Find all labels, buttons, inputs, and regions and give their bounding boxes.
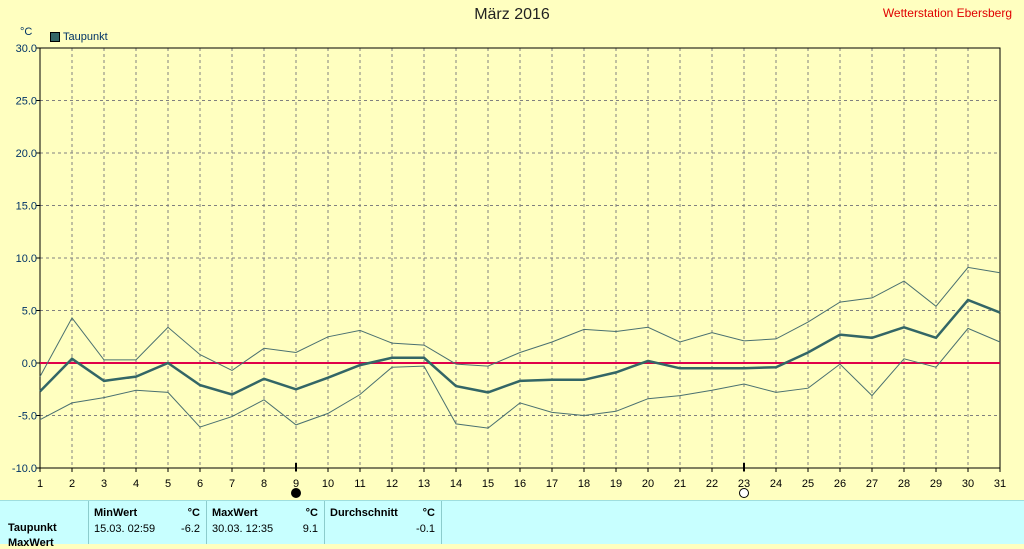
avg-header: Durchschnitt xyxy=(330,507,398,519)
x-tick-label: 4 xyxy=(133,478,139,490)
x-tick-label: 5 xyxy=(165,478,171,490)
x-tick-label: 17 xyxy=(546,478,558,490)
min-header: MinWert xyxy=(94,507,138,519)
y-tick-label: 10.0 xyxy=(16,253,37,265)
x-tick-label: 11 xyxy=(354,478,365,490)
y-tick-label: 25.0 xyxy=(16,96,37,108)
x-tick-label: 10 xyxy=(322,478,334,490)
y-tick-label: -5.0 xyxy=(18,411,37,423)
row-label-next: MaxWert xyxy=(8,537,54,549)
x-tick-label: 20 xyxy=(642,478,654,490)
new-moon-icon xyxy=(739,488,749,498)
y-tick-label: 15.0 xyxy=(16,201,37,213)
x-tick-label: 22 xyxy=(706,478,718,490)
max-value: 9.1 xyxy=(302,523,318,535)
series-line-mean xyxy=(39,298,1001,396)
dewpoint-chart: -10.0-5.00.05.010.015.020.025.030.01 2 3 4 5… xyxy=(12,43,1006,498)
summary-table: Taupunkt MaxWert MinWert °C 15.03. 02:59… xyxy=(0,500,1024,549)
x-tick-label: 31 xyxy=(994,478,1006,490)
y-tick-label: 20.0 xyxy=(16,148,37,160)
x-tick-label: 7 xyxy=(229,478,235,490)
legend-label: Taupunkt xyxy=(63,31,108,43)
x-tick-label: 27 xyxy=(866,478,878,490)
max-datetime: 30.03. 12:35 xyxy=(212,523,274,535)
min-column: MinWert °C 15.03. 02:59 -6.2 xyxy=(88,501,207,544)
row-label-taupunkt: Taupunkt xyxy=(8,522,57,534)
x-tick-label: 2 xyxy=(69,478,75,490)
min-unit: °C xyxy=(187,507,200,519)
y-tick-label: 0.0 xyxy=(22,358,37,370)
x-tick-label: 29 xyxy=(930,478,942,490)
x-tick-label: 18 xyxy=(578,478,590,490)
x-tick-label: 8 xyxy=(261,478,267,490)
x-tick-label: 15 xyxy=(482,478,494,490)
avg-unit: °C xyxy=(422,507,435,519)
x-tick-label: 16 xyxy=(514,478,526,490)
series-line-min xyxy=(39,327,1001,429)
series-line-max xyxy=(39,266,1001,377)
x-tick-label: 13 xyxy=(418,478,430,490)
x-tick-label: 6 xyxy=(197,478,203,490)
x-tick-label: 14 xyxy=(450,478,462,490)
x-tick-label: 1 xyxy=(37,478,43,490)
x-tick-label: 9 xyxy=(293,478,299,490)
avg-value: -0.1 xyxy=(416,523,435,535)
chart-title: März 2016 xyxy=(474,6,550,23)
y-tick-label: -10.0 xyxy=(12,463,37,475)
full-moon-icon xyxy=(291,488,301,498)
y-tick-label: 5.0 xyxy=(22,306,37,318)
x-tick-label: 3 xyxy=(101,478,107,490)
max-column: MaxWert °C 30.03. 12:35 9.1 xyxy=(206,501,325,544)
avg-column: Durchschnitt °C -0.1 xyxy=(324,501,442,544)
legend-swatch xyxy=(50,32,60,42)
y-axis-unit: °C xyxy=(20,26,33,38)
min-value: -6.2 xyxy=(181,523,200,535)
max-header: MaxWert xyxy=(212,507,258,519)
row-label-column: Taupunkt MaxWert xyxy=(0,501,89,549)
x-tick-label: 26 xyxy=(834,478,846,490)
x-tick-label: 21 xyxy=(674,478,686,490)
x-tick-label: 19 xyxy=(610,478,622,490)
min-datetime: 15.03. 02:59 xyxy=(94,523,156,535)
legend: Taupunkt xyxy=(50,31,108,43)
max-unit: °C xyxy=(305,507,318,519)
x-tick-label: 24 xyxy=(770,478,782,490)
x-tick-label: 12 xyxy=(386,478,398,490)
x-tick-label: 28 xyxy=(898,478,910,490)
x-tick-label: 23 xyxy=(738,478,750,490)
x-tick-label: 25 xyxy=(802,478,814,490)
y-tick-label: 30.0 xyxy=(16,43,37,55)
station-name: Wetterstation Ebersberg xyxy=(882,6,1012,20)
x-tick-label: 30 xyxy=(962,478,974,490)
